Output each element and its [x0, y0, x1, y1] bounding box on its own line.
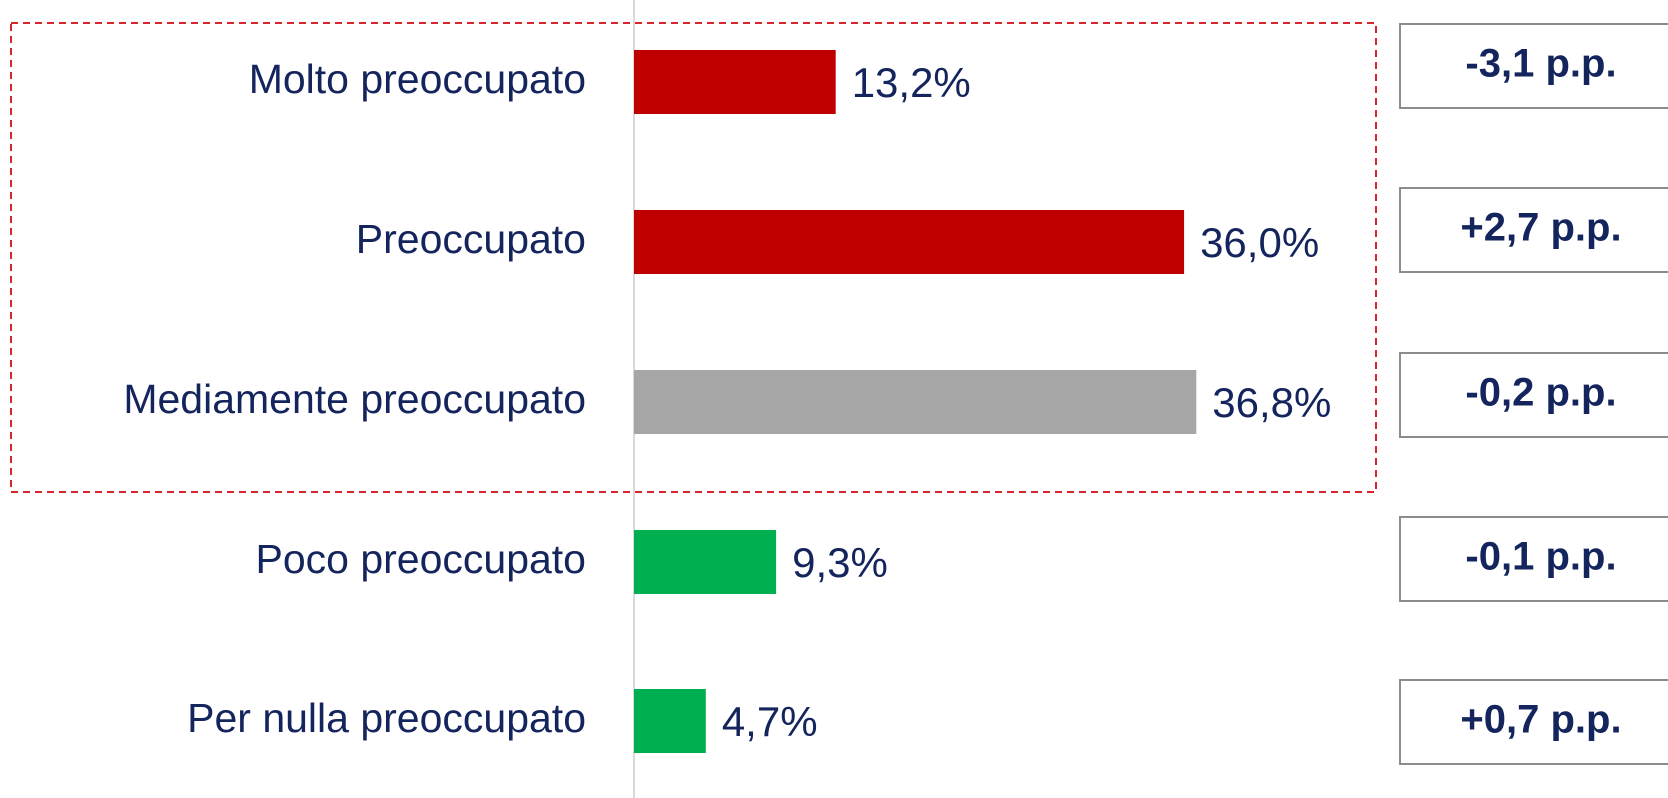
change-label: +2,7 p.p. [1460, 206, 1621, 250]
category-label: Preoccupato [356, 216, 586, 262]
value-label: 4,7% [722, 698, 818, 745]
change-box [1399, 679, 1668, 765]
change-box [1399, 187, 1668, 273]
change-label: -0,2 p.p. [1465, 371, 1616, 415]
change-box [1399, 516, 1668, 602]
change-label: -0,1 p.p. [1465, 535, 1616, 579]
change-label: -3,1 p.p. [1465, 42, 1616, 86]
category-label: Molto preoccupato [249, 56, 586, 102]
change-box [1399, 23, 1668, 109]
bar [634, 210, 1185, 274]
change-box [1399, 352, 1668, 438]
category-label: Mediamente preoccupato [123, 376, 586, 422]
bar [634, 530, 777, 594]
value-label: 9,3% [792, 539, 888, 586]
bar [634, 370, 1197, 434]
value-label: 36,0% [1200, 219, 1319, 266]
highlight-box [10, 22, 1377, 493]
change-label: +0,7 p.p. [1460, 698, 1621, 742]
bar [634, 50, 836, 114]
value-label: 13,2% [852, 59, 971, 106]
category-label: Per nulla preoccupato [187, 695, 586, 741]
value-label: 36,8% [1212, 379, 1331, 426]
category-label: Poco preoccupato [255, 536, 586, 582]
bar [634, 689, 706, 753]
